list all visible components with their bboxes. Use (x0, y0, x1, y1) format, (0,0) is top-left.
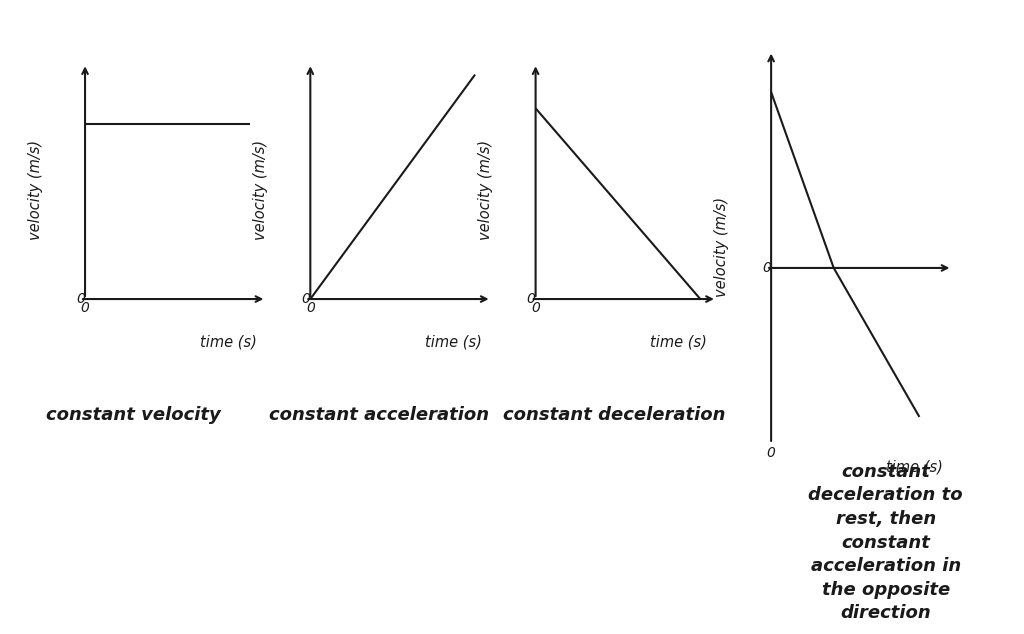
Text: velocity (m/s): velocity (m/s) (478, 140, 494, 240)
Text: time (s): time (s) (650, 335, 708, 350)
Text: 0: 0 (762, 261, 771, 275)
Text: time (s): time (s) (425, 335, 482, 350)
Text: 0: 0 (767, 446, 775, 460)
Text: 0: 0 (81, 301, 89, 315)
Text: constant
deceleration to
rest, then
constant
acceleration in
the opposite
direct: constant deceleration to rest, then cons… (808, 463, 964, 623)
Text: velocity (m/s): velocity (m/s) (253, 140, 268, 240)
Text: constant velocity: constant velocity (46, 406, 220, 424)
Text: 0: 0 (531, 301, 540, 315)
Text: time (s): time (s) (886, 460, 943, 474)
Text: 0: 0 (306, 301, 314, 315)
Text: 0: 0 (526, 292, 536, 306)
Text: velocity (m/s): velocity (m/s) (28, 140, 43, 240)
Text: constant deceleration: constant deceleration (503, 406, 726, 424)
Text: constant acceleration: constant acceleration (269, 406, 488, 424)
Text: time (s): time (s) (200, 335, 257, 350)
Text: 0: 0 (301, 292, 310, 306)
Text: 0: 0 (76, 292, 85, 306)
Text: velocity (m/s): velocity (m/s) (714, 197, 729, 297)
